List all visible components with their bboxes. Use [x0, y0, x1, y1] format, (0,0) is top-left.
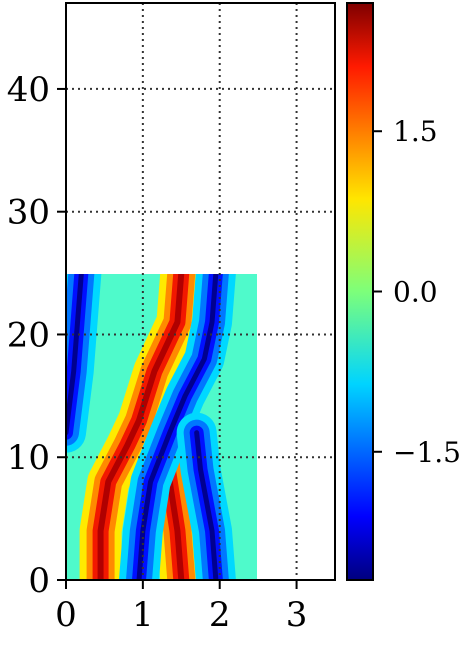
y-tick-label: 20 [7, 315, 50, 355]
negative-ridge-mid-band-3 [136, 274, 219, 580]
heatmap-ridges [66, 274, 236, 580]
y-tick-label: 40 [7, 70, 50, 110]
x-tick-label: 3 [286, 595, 308, 635]
colorbar-tick-label: 1.5 [393, 115, 438, 148]
x-axis-ticks: 0 1 2 3 [55, 580, 307, 635]
heatmap-image [66, 274, 257, 580]
plot-frame [65, 2, 336, 581]
negative-ridge-left-band-3 [66, 274, 84, 436]
positive-ridge-left-band-3 [97, 274, 185, 580]
x-tick-label: 1 [132, 595, 154, 635]
colorbar-tick-label: 0.0 [393, 276, 438, 309]
y-axis-ticks: 0 10 20 30 40 [7, 70, 66, 601]
y-tick-label: 0 [28, 561, 50, 601]
x-tick-label: 2 [209, 595, 231, 635]
negative-ridge-right-band-3 [194, 430, 219, 580]
colorbar [346, 2, 374, 581]
y-tick-label: 10 [7, 438, 50, 478]
colorbar-tick-label: −1.5 [393, 436, 461, 469]
grid-lines [66, 3, 335, 580]
colorbar-ticks: −1.5 0.0 1.5 [373, 115, 461, 469]
y-tick-label: 30 [7, 193, 50, 233]
x-tick-label: 0 [55, 595, 77, 635]
